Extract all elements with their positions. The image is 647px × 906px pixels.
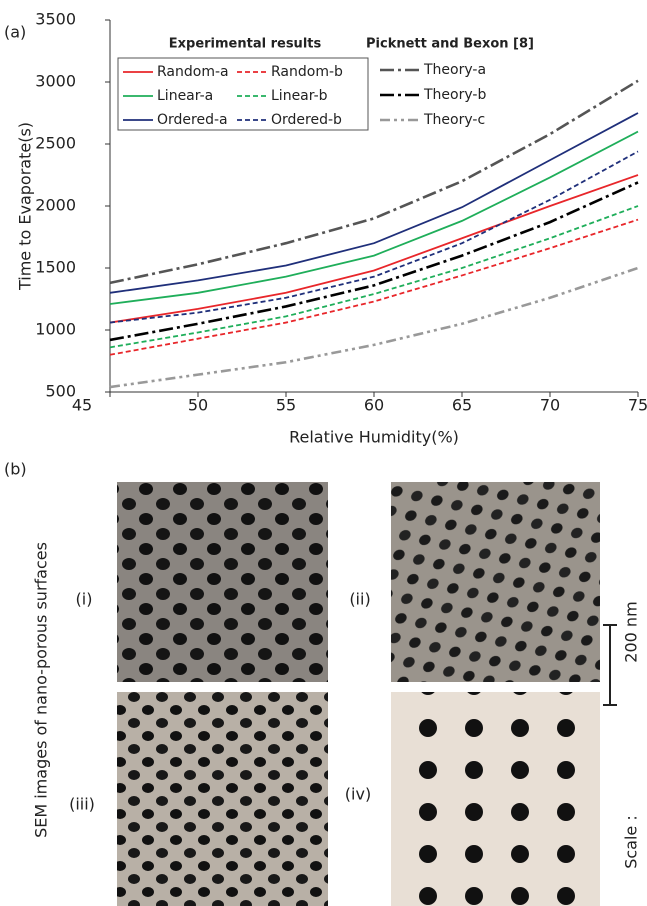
series-line [109,218,639,356]
legend-title: Picknett and Bexon [8] [366,37,534,52]
x-tick-label: 60 [364,396,384,415]
x-tick-label: 45 [72,396,92,415]
legend-label: Linear-b [271,88,328,104]
image-label: (iv) [345,785,371,804]
scale-value: 200 nm [622,601,641,662]
x-tick-label: 70 [540,396,560,415]
legend-box [117,57,369,131]
legend-label: Theory-c [423,112,485,128]
y-tick-label: 2500 [35,134,76,153]
image-label: (i) [76,590,93,609]
legend-label: Ordered-b [271,112,342,128]
legend-label: Linear-a [157,88,213,104]
legend-label: Random-b [271,64,343,80]
legend-title: Experimental results [169,37,322,52]
series-line [109,205,639,349]
sem-image [391,482,600,682]
image-label: (iii) [69,795,95,814]
legend-label: Theory-a [423,62,486,78]
x-tick-label: 75 [628,396,647,415]
y-tick-label: 500 [45,382,76,401]
panel-label: (a) [4,23,26,42]
series-line [109,181,639,342]
legend-label: Theory-b [423,87,486,103]
sem-image [117,692,328,906]
series-line [109,130,639,305]
y-tick-label: 3500 [35,10,76,29]
series-line [109,266,639,389]
scale-prefix: Scale : [622,815,641,869]
x-tick-label: 65 [452,396,472,415]
y-tick-label: 1000 [35,320,76,339]
series-line [109,174,639,324]
y-axis-label: Time to Evaporate(s) [16,122,35,291]
sem-image [117,482,328,682]
y-tick-label: 2000 [35,196,76,215]
series-line [109,150,639,324]
series-line [109,112,639,294]
legend-label: Random-a [157,64,229,80]
image-label: (ii) [349,590,370,609]
x-tick-label: 50 [188,396,208,415]
y-tick-label: 1500 [35,258,76,277]
sem-image [391,692,600,906]
legend-label: Ordered-a [157,112,228,128]
x-axis-label: Relative Humidity(%) [289,428,459,447]
plot: 500 1000 1500 2000 2500 3000 3500 45 50 55 60 65 70 7… [35,10,647,415]
panel-label: (b) [4,460,27,479]
scale-bar [603,624,617,706]
x-tick-label: 55 [276,396,296,415]
side-title: SEM images of nano-porous surfaces [32,542,51,838]
y-tick-label: 3000 [35,72,76,91]
